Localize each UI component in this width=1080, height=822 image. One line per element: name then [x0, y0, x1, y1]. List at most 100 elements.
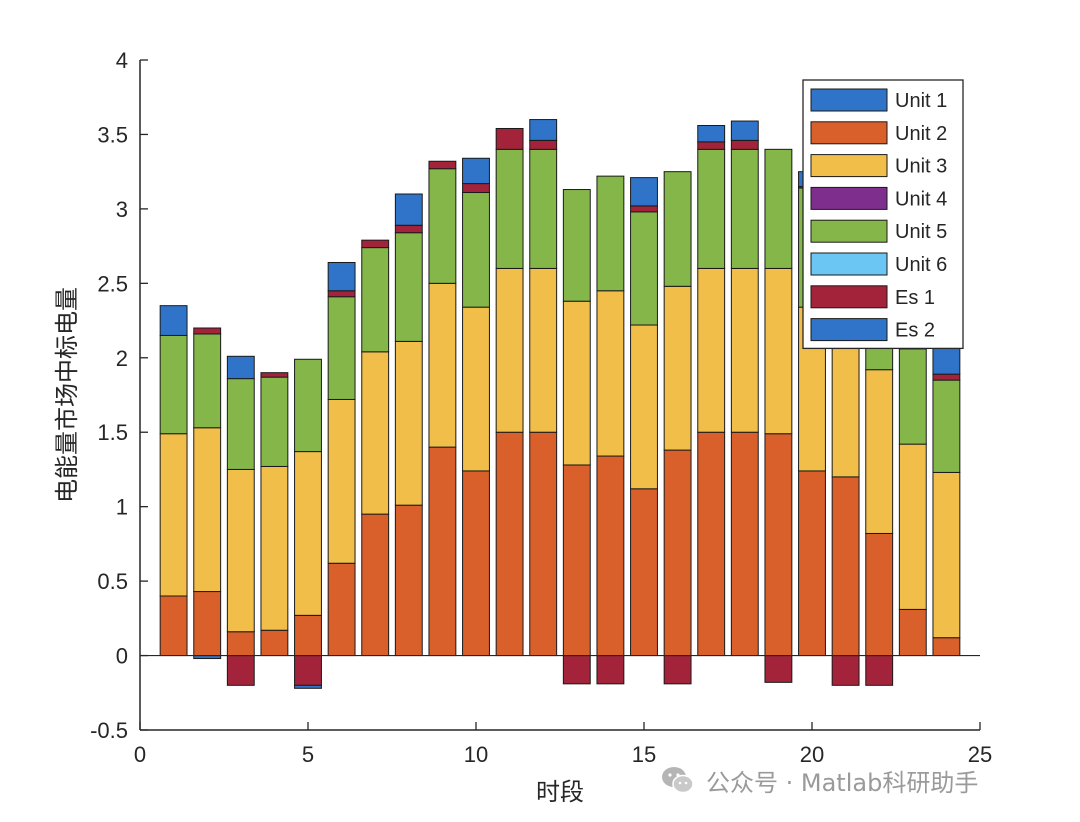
- bar-segment-unit-2-t14: [596, 455, 625, 657]
- bar-segment-es-1-t24: [932, 373, 961, 381]
- bar-segment-unit-5-t3: [226, 378, 255, 470]
- bar-segment-unit-2-t23: [898, 608, 927, 657]
- bar-segment-unit-5-t2: [193, 333, 222, 429]
- bar-segment-es-1-t12: [529, 139, 558, 150]
- x-axis-label: 时段: [536, 778, 584, 806]
- x-tick-label: 0: [134, 742, 146, 767]
- bar-segment-es-1-t19: [764, 655, 793, 683]
- bar-segment-unit-5-t13: [562, 189, 591, 302]
- bar-segment-unit-3-t8: [394, 340, 423, 506]
- legend-label-unit-4: Unit 4: [895, 188, 947, 210]
- x-tick-label: 10: [464, 742, 488, 767]
- bar-segment-unit-2-t5: [294, 614, 322, 657]
- bar-segment-unit-3-t7: [361, 351, 390, 515]
- y-tick-label: 2.5: [97, 271, 128, 296]
- bar-segment-unit-5-t24: [932, 379, 961, 473]
- bar-segment-unit-2-t1: [159, 595, 188, 657]
- bar-segment-unit-5-t9: [428, 168, 457, 284]
- x-tick-label: 5: [302, 742, 314, 767]
- bar-segment-es-1-t3: [226, 655, 255, 686]
- bar-segment-unit-2-t11: [495, 431, 524, 657]
- bar-segment-es-2-t1: [159, 305, 188, 336]
- bar-segment-es-1-t4: [260, 372, 289, 378]
- y-tick-label: 0.5: [97, 569, 128, 594]
- legend-label-unit-3: Unit 3: [895, 156, 947, 178]
- bar-segment-unit-2-t22: [865, 532, 894, 657]
- bar-segment-unit-2-t10: [462, 470, 490, 657]
- bar-segment-unit-3-t19: [764, 267, 793, 435]
- bar-segment-unit-5-t23: [898, 348, 927, 445]
- bar-segment-unit-5-t1: [159, 334, 188, 435]
- bar-segment-es-1-t14: [596, 655, 625, 685]
- bar-segment-es-2-t5: [294, 684, 322, 689]
- bar-segment-es-2-t6: [327, 261, 356, 292]
- bar-segment-unit-3-t13: [562, 300, 591, 466]
- bar-segment-unit-5-t4: [260, 376, 289, 467]
- bar-segment-unit-2-t13: [562, 464, 591, 657]
- bar-segment-es-2-t18: [730, 120, 759, 141]
- bar-segment-unit-5-t6: [327, 296, 356, 400]
- y-tick-label: 1: [116, 495, 128, 520]
- bar-segment-unit-2-t3: [226, 631, 255, 657]
- bar-segment-es-2-t8: [394, 193, 423, 226]
- bar-segment-unit-3-t11: [495, 267, 524, 433]
- legend-swatch-es-2: [810, 318, 888, 342]
- bar-segment-unit-3-t24: [932, 471, 961, 639]
- legend-label-unit-1: Unit 1: [895, 90, 947, 112]
- bar-segment-unit-3-t4: [260, 465, 289, 631]
- bar-segment-es-2-t10: [462, 157, 490, 185]
- bar-segment-unit-2-t16: [663, 449, 692, 657]
- legend-swatch-unit-2: [810, 121, 888, 145]
- bar-segment-unit-5-t8: [394, 232, 423, 342]
- y-tick-label: 2: [116, 346, 128, 371]
- y-tick-label: 3.5: [97, 122, 128, 147]
- bar-segment-unit-5-t16: [663, 171, 692, 287]
- bar-segment-unit-5-t17: [697, 148, 726, 269]
- bar-segment-unit-2-t20: [798, 470, 826, 657]
- x-tick-label: 25: [968, 742, 992, 767]
- legend-label-es-1: Es 1: [895, 287, 935, 309]
- bar-segment-unit-5-t10: [462, 192, 490, 308]
- bar-segment-unit-2-t24: [932, 637, 961, 657]
- bar-segment-unit-3-t9: [428, 282, 457, 448]
- bar-segment-unit-3-t14: [596, 290, 625, 457]
- bar-segment-unit-5-t12: [529, 148, 558, 269]
- legend-label-es-2: Es 2: [895, 320, 935, 342]
- legend-label-unit-5: Unit 5: [895, 221, 947, 243]
- bar-segment-es-2-t12: [529, 119, 558, 141]
- bar-segment-es-1-t7: [361, 239, 390, 249]
- bar-segment-unit-3-t15: [630, 324, 658, 490]
- x-tick-label: 20: [800, 742, 824, 767]
- legend-label-unit-6: Unit 6: [895, 254, 947, 276]
- bar-segment-unit-5-t19: [764, 148, 793, 269]
- bar-segment-unit-2-t8: [394, 504, 423, 657]
- bar-segment-unit-2-t15: [630, 488, 658, 657]
- y-axis-label: 电能量市场中标电量: [53, 287, 81, 503]
- bar-segment-unit-3-t22: [865, 369, 894, 534]
- legend-swatch-unit-5: [810, 219, 888, 243]
- legend-swatch-unit-3: [810, 154, 888, 178]
- bar-segment-unit-2-t9: [428, 446, 457, 657]
- bar-segment-unit-2-t21: [831, 476, 860, 657]
- legend-label-unit-2: Unit 2: [895, 123, 947, 145]
- bar-segment-unit-3-t10: [462, 306, 490, 472]
- bar-segment-es-1-t6: [327, 290, 356, 298]
- bar-segment-es-2-t17: [697, 125, 726, 143]
- bar-segment-unit-3-t1: [159, 433, 188, 597]
- bar-segment-unit-3-t2: [193, 427, 222, 593]
- watermark-text: 公众号 · Matlab科研助手: [706, 768, 979, 797]
- legend-swatch-unit-1: [810, 88, 888, 112]
- legend-swatch-unit-4: [810, 186, 888, 210]
- bar-segment-unit-3-t17: [697, 267, 726, 433]
- bar-segment-unit-5-t11: [495, 148, 524, 269]
- bar-segment-unit-3-t6: [327, 398, 356, 564]
- bar-segment-unit-3-t18: [730, 267, 759, 433]
- bar-segment-es-1-t16: [663, 655, 692, 685]
- bar-segment-es-1-t10: [462, 183, 490, 194]
- x-tick-label: 15: [632, 742, 656, 767]
- bar-segment-es-1-t21: [831, 655, 860, 686]
- bar-segment-es-1-t2: [193, 327, 222, 335]
- bar-segment-unit-5-t14: [596, 175, 625, 292]
- bar-segment-unit-2-t17: [697, 431, 726, 657]
